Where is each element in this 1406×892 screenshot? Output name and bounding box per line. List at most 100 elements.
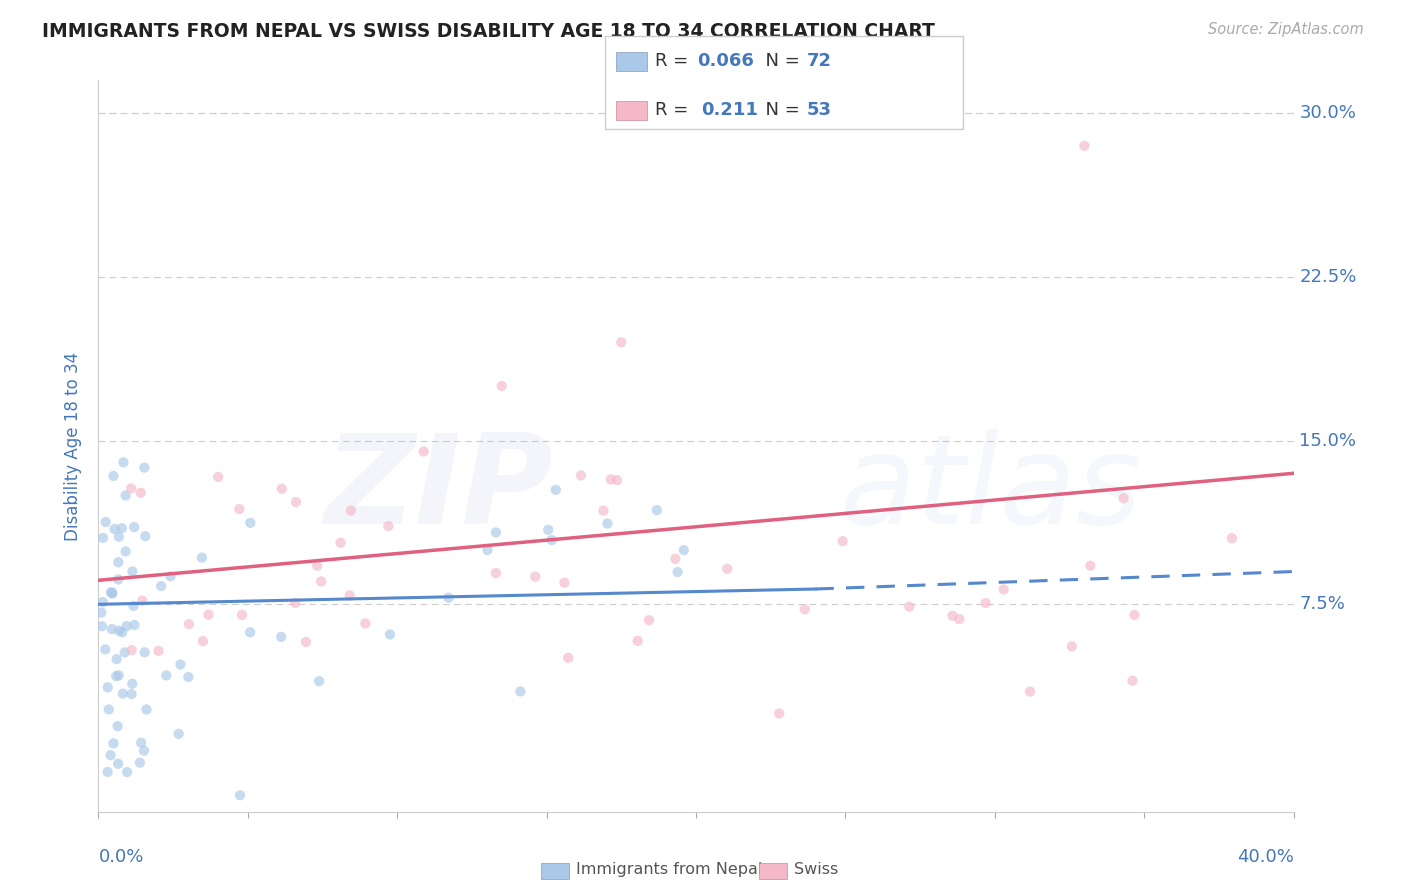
Point xyxy=(128,756,150,770)
Point xyxy=(672,543,695,558)
Point xyxy=(793,602,815,616)
Point xyxy=(308,674,330,689)
Point xyxy=(121,677,143,691)
Point xyxy=(553,575,575,590)
Text: Swiss: Swiss xyxy=(794,863,838,877)
Point xyxy=(627,633,650,648)
Point xyxy=(120,482,142,496)
Point xyxy=(177,617,200,632)
Point xyxy=(101,586,124,600)
Text: N =: N = xyxy=(754,101,806,119)
Point xyxy=(129,485,152,500)
Text: R =: R = xyxy=(655,52,695,70)
Point xyxy=(131,593,153,607)
Point xyxy=(115,765,138,780)
Point xyxy=(155,668,177,682)
Point xyxy=(898,599,921,614)
Point xyxy=(114,645,136,659)
Text: 40.0%: 40.0% xyxy=(1237,848,1294,866)
Point xyxy=(124,618,146,632)
Text: 53: 53 xyxy=(807,101,832,119)
Point xyxy=(100,585,122,599)
Point xyxy=(477,543,499,558)
Point xyxy=(1220,531,1243,545)
Text: IMMIGRANTS FROM NEPAL VS SWISS DISABILITY AGE 18 TO 34 CORRELATION CHART: IMMIGRANTS FROM NEPAL VS SWISS DISABILIT… xyxy=(42,22,935,41)
Point xyxy=(307,558,329,573)
Point xyxy=(768,706,790,721)
Point xyxy=(666,565,689,579)
Text: ZIP: ZIP xyxy=(323,429,553,550)
Point xyxy=(339,589,361,603)
Text: 30.0%: 30.0% xyxy=(1299,104,1357,122)
Point xyxy=(599,472,621,486)
Point xyxy=(229,789,252,803)
Text: 22.5%: 22.5% xyxy=(1299,268,1357,285)
Point xyxy=(378,627,401,641)
Text: N =: N = xyxy=(754,52,806,70)
Point xyxy=(606,473,628,487)
Point xyxy=(270,482,292,496)
Point xyxy=(150,579,173,593)
Point xyxy=(191,550,214,565)
Point xyxy=(114,488,136,502)
Point xyxy=(90,606,112,620)
Point xyxy=(412,444,434,458)
Point xyxy=(941,608,963,623)
Point xyxy=(569,468,592,483)
Point xyxy=(993,582,1015,597)
Point xyxy=(107,756,129,771)
Point xyxy=(91,595,114,609)
Point xyxy=(169,657,191,672)
Point xyxy=(831,534,853,549)
Point xyxy=(1019,684,1042,698)
Point xyxy=(557,651,579,665)
Text: Source: ZipAtlas.com: Source: ZipAtlas.com xyxy=(1208,22,1364,37)
Point xyxy=(239,516,262,530)
Point xyxy=(638,613,661,627)
Point xyxy=(284,596,307,610)
Point xyxy=(1078,558,1101,573)
Point xyxy=(103,736,125,750)
Point xyxy=(114,544,136,558)
Point xyxy=(270,630,292,644)
Point xyxy=(103,469,125,483)
Point xyxy=(121,643,143,657)
Point xyxy=(228,502,250,516)
Point xyxy=(159,569,181,583)
Point xyxy=(177,670,200,684)
Point xyxy=(107,719,129,733)
Point xyxy=(91,531,114,545)
Text: 72: 72 xyxy=(807,52,832,70)
Point xyxy=(340,503,363,517)
Point xyxy=(197,607,219,622)
Point xyxy=(1060,640,1083,654)
Point xyxy=(111,625,134,640)
Point xyxy=(645,503,668,517)
Point xyxy=(101,585,124,599)
Point xyxy=(105,652,128,666)
Point xyxy=(103,522,125,536)
Point xyxy=(100,748,122,763)
Point xyxy=(111,521,134,535)
Point xyxy=(97,702,120,716)
Text: atlas: atlas xyxy=(839,429,1142,550)
Point xyxy=(148,644,170,658)
Point xyxy=(329,535,352,549)
Point xyxy=(596,516,619,531)
Point xyxy=(122,599,145,613)
Point xyxy=(112,455,135,469)
Text: 0.066: 0.066 xyxy=(697,52,754,70)
Point xyxy=(485,566,508,581)
Point xyxy=(108,530,131,544)
Text: 15.0%: 15.0% xyxy=(1299,432,1357,450)
Text: 7.5%: 7.5% xyxy=(1299,595,1346,614)
Point xyxy=(167,727,190,741)
Text: R =: R = xyxy=(655,101,700,119)
Point xyxy=(284,495,307,509)
Point xyxy=(135,702,157,716)
Point xyxy=(107,555,129,569)
Point xyxy=(309,574,332,589)
Point xyxy=(377,519,399,533)
Point xyxy=(716,562,738,576)
Point xyxy=(540,533,562,547)
